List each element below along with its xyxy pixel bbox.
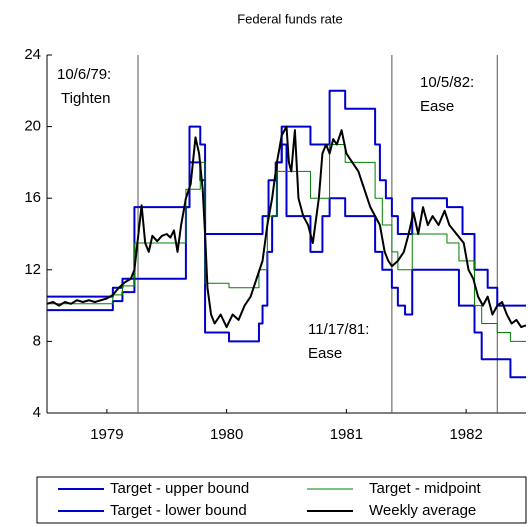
annotation-text: 10/5/82:: [420, 74, 474, 91]
annotation-text: Ease: [308, 345, 342, 362]
chart-title: Federal funds rate: [237, 11, 343, 26]
series-line: [47, 143, 526, 379]
legend-label: Weekly average: [369, 502, 476, 519]
y-tick-label: 20: [24, 118, 41, 135]
x-tick-label: 1979: [90, 426, 123, 443]
legend-label: Target - midpoint: [369, 480, 482, 497]
annotation-text: 11/17/81:: [308, 321, 369, 338]
x-tick-label: 1981: [330, 426, 363, 443]
y-tick-label: 16: [24, 189, 41, 206]
legend-label: Target - upper bound: [110, 480, 249, 497]
x-tick-label: 1980: [210, 426, 243, 443]
series-line: [46, 125, 527, 329]
annotation-text: Ease: [420, 98, 454, 115]
legend-box: [36, 476, 527, 524]
annotation-text: 10/6/79:: [57, 66, 111, 83]
y-tick-label: 24: [24, 46, 41, 63]
y-tick-label: 12: [24, 261, 41, 278]
x-tick-label: 1982: [449, 426, 482, 443]
y-tick-label: 4: [33, 404, 41, 421]
series-line: [47, 89, 526, 307]
annotation-text: Tighten: [61, 90, 110, 107]
y-tick-label: 8: [33, 332, 41, 349]
legend-label: Target - lower bound: [110, 502, 247, 519]
